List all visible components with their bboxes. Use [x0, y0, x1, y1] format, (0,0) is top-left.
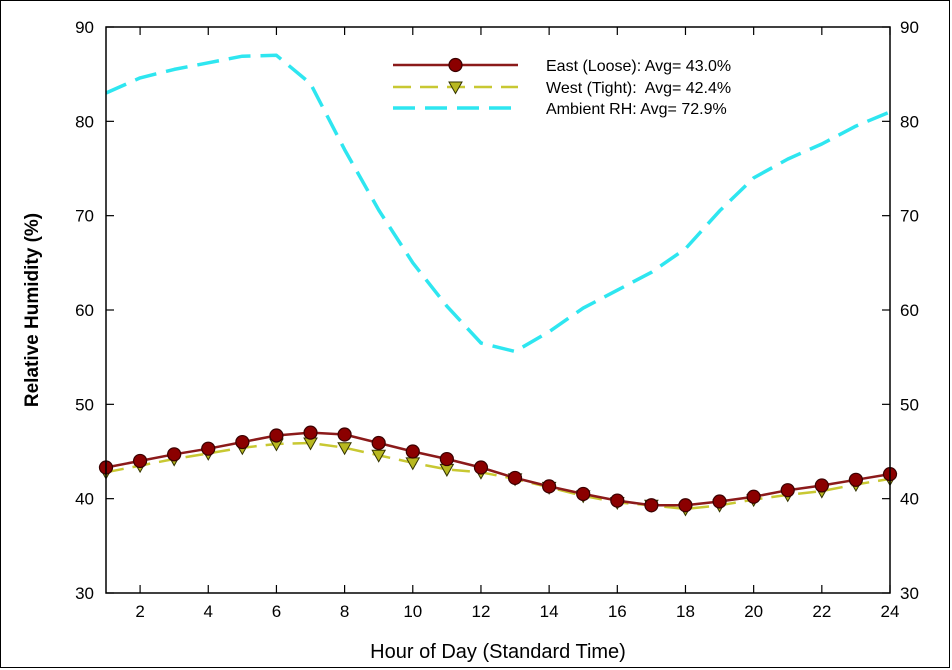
legend-marker-triangle [448, 81, 463, 95]
east-data-point [610, 493, 625, 508]
east-data-point [473, 460, 489, 475]
east-data-point [848, 472, 864, 487]
east-data-point [405, 444, 420, 459]
east-data-point [678, 498, 693, 513]
y-tick-label-left: 60 [75, 301, 94, 320]
east-data-point [712, 494, 727, 509]
legend-label-1: West (Tight): Avg= 42.4% [546, 80, 731, 97]
west-data-point [439, 463, 455, 477]
y-tick-label-left: 80 [75, 112, 94, 131]
east-data-point [269, 428, 284, 443]
y-tick-label-left: 30 [75, 584, 94, 603]
y-tick-label-left: 90 [75, 18, 94, 37]
east-data-point [201, 441, 216, 456]
legend-marker-circle [448, 57, 463, 73]
plot-area [98, 53, 898, 517]
x-tick-label: 6 [272, 602, 281, 621]
legend-label-0: East (Loose): Avg= 43.0% [546, 58, 731, 75]
x-tick-label: 22 [812, 602, 831, 621]
plot-frame [105, 26, 891, 594]
east-data-point [542, 479, 557, 494]
east-data-point [167, 447, 182, 462]
x-tick-label: 10 [403, 602, 422, 621]
east-data-point [746, 489, 761, 504]
y-tick-label-right: 80 [900, 112, 919, 131]
x-tick-label: 2 [135, 602, 144, 621]
east-data-point [337, 427, 352, 442]
east-data-point [576, 486, 591, 502]
series-line-0 [105, 431, 891, 507]
x-tick-label: 14 [540, 602, 559, 621]
legend: East (Loose): Avg= 43.0% West (Tight): Av… [393, 57, 731, 118]
east-data-point [132, 453, 148, 469]
east-data-point [814, 478, 829, 493]
y-tick-label-right: 60 [900, 301, 919, 320]
y-tick-label-right: 50 [900, 395, 919, 414]
x-tick-label: 20 [744, 602, 763, 621]
series-line-1 [105, 441, 891, 511]
x-tick-label: 12 [471, 602, 490, 621]
west-data-point [371, 449, 387, 463]
y-tick-label-right: 40 [900, 490, 919, 509]
legend-label-2: Ambient RH: Avg= 72.9% [546, 101, 727, 118]
east-data-point [644, 498, 659, 513]
east-data-point [303, 425, 318, 440]
y-tick-label-right: 90 [900, 18, 919, 37]
x-tick-label: 18 [676, 602, 695, 621]
east-data-point [371, 435, 386, 451]
east-data-point [780, 483, 795, 498]
y-tick-label-right: 70 [900, 207, 919, 226]
west-data-point [405, 457, 421, 471]
west-data-point [337, 442, 352, 456]
x-axis-title: Hour of Day (Standard Time) [370, 641, 626, 663]
x-tick-label: 24 [881, 602, 900, 621]
y-tick-label-left: 40 [75, 490, 94, 509]
y-tick-label-right: 30 [900, 584, 919, 603]
y-tick-label-left: 50 [75, 395, 94, 414]
x-tick-label: 8 [340, 602, 349, 621]
y-tick-label-left: 70 [75, 207, 94, 226]
east-data-point [235, 434, 250, 450]
x-tick-label: 16 [608, 602, 627, 621]
x-tick-label: 4 [204, 602, 213, 621]
east-data-point [507, 470, 523, 486]
east-data-point [439, 451, 454, 467]
y-axis-title: Relative Humidity (%) [22, 213, 43, 407]
series-line-2 [105, 53, 891, 354]
